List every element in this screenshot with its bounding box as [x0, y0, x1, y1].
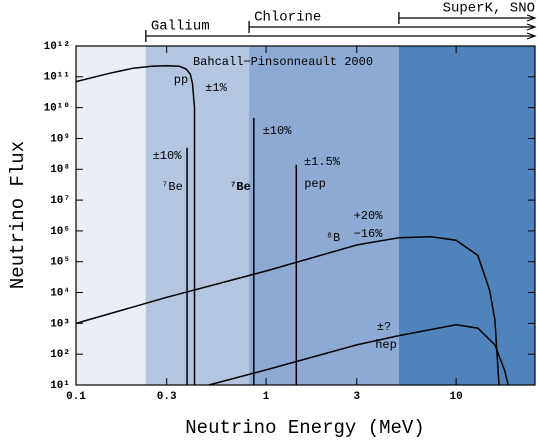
- x-tick-label: 0.3: [157, 391, 177, 403]
- uncertainty-label: ±10%: [153, 149, 183, 163]
- y-axis-label: Neutrino Flux: [7, 141, 29, 289]
- x-tick-label: 3: [353, 391, 360, 403]
- x-tick-label: 1: [263, 391, 270, 403]
- curve-label: pp: [174, 73, 188, 87]
- arrow-head: [526, 23, 537, 31]
- y-tick-label: 10⁵: [50, 257, 70, 269]
- threshold-label: Gallium: [151, 19, 210, 35]
- line-label: pep: [304, 177, 326, 191]
- y-tick-label: 10²: [50, 349, 70, 361]
- y-tick-label: 10⁶: [50, 226, 70, 238]
- curve-label: ⁸B: [326, 231, 340, 245]
- line-label: ⁷Be: [161, 180, 183, 194]
- chart-title: Bahcall−Pinsonneault 2000: [193, 55, 373, 69]
- energy-band: [398, 46, 535, 385]
- curve-label: hep: [375, 338, 397, 352]
- line-label: ⁷Be: [229, 180, 251, 194]
- arrow-head: [526, 32, 537, 40]
- y-tick-label: 10¹⁰: [44, 103, 70, 115]
- y-tick-label: 10³: [50, 318, 70, 330]
- y-tick-label: 10¹¹: [44, 72, 70, 84]
- x-tick-label: 0.1: [66, 391, 86, 403]
- y-tick-label: 10⁴: [50, 287, 70, 299]
- uncertainty-label: ±?: [377, 320, 391, 334]
- threshold-label: Chlorine: [254, 10, 321, 26]
- spectrum-curve: [75, 235, 500, 386]
- arrow-head: [526, 14, 537, 22]
- plot-frame: [75, 45, 536, 386]
- threshold-label: SuperK, SNO: [443, 1, 535, 17]
- x-axis-label: Neutrino Energy (MeV): [185, 417, 424, 439]
- y-tick-label: 10⁸: [50, 164, 70, 176]
- y-tick-label: 10¹²: [44, 41, 70, 53]
- uncertainty-label: −16%: [354, 227, 384, 241]
- uncertainty-label: ±10%: [263, 124, 293, 138]
- energy-band: [249, 46, 399, 385]
- y-tick-label: 10⁷: [50, 195, 70, 207]
- uncertainty-label: +20%: [354, 209, 384, 223]
- y-tick-label: 10⁹: [50, 133, 70, 145]
- spectrum-curve: [75, 64, 196, 385]
- y-tick-label: 10¹: [50, 380, 70, 392]
- uncertainty-label: ±1.5%: [304, 155, 341, 169]
- x-tick-label: 10: [450, 391, 463, 403]
- uncertainty-label: ±1%: [205, 81, 227, 95]
- energy-band: [145, 46, 250, 385]
